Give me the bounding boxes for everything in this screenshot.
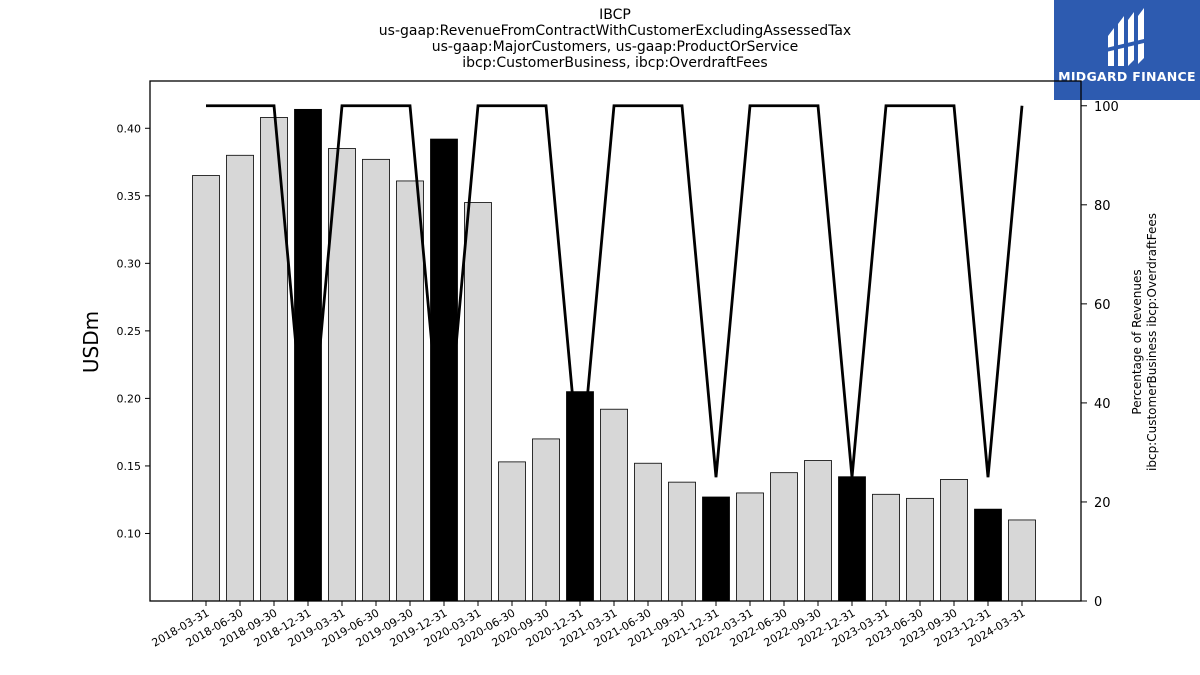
percentage-line <box>206 104 1024 478</box>
y-tick-label: 0.30 <box>117 257 142 270</box>
title-line-2: us-gaap:RevenueFromContractWithCustomerE… <box>378 23 852 39</box>
chart-title: IBCP us-gaap:RevenueFromContractWithCust… <box>200 7 1030 71</box>
title-line-3: us-gaap:MajorCustomers, us-gaap:ProductO… <box>431 39 799 55</box>
y-right-tick-label: 20 <box>1094 496 1111 511</box>
bar-2020-06-30 <box>498 461 526 602</box>
y-right-tick-label: 80 <box>1094 199 1111 214</box>
title-line-1: IBCP <box>599 7 631 23</box>
bar-2018-12-31 <box>294 108 322 602</box>
y-axis-right-label-line-1: Percentage of Revenues <box>1130 269 1144 414</box>
bar-2023-03-31 <box>872 493 900 602</box>
title-line-4: ibcp:CustomerBusiness, ibcp:OverdraftFee… <box>462 55 768 71</box>
bar-2019-03-31 <box>328 148 356 602</box>
brand-logo: MIDGARD FINANCE <box>1054 0 1200 100</box>
logo-mark-icon <box>1106 8 1148 66</box>
bar-2020-12-31 <box>566 391 594 602</box>
bar-2024-03-31 <box>1008 519 1036 602</box>
y-right-tick-label: 60 <box>1094 298 1111 313</box>
bar-2023-06-30 <box>906 497 934 602</box>
bar-2021-03-31 <box>600 408 628 602</box>
y-right-tick-label: 100 <box>1094 100 1119 115</box>
bar-2019-06-30 <box>362 158 390 602</box>
bar-2018-06-30 <box>226 154 254 602</box>
bar-2019-09-30 <box>396 180 424 602</box>
bar-2023-12-31 <box>974 508 1002 602</box>
bar-2021-06-30 <box>634 462 662 602</box>
bar-2018-03-31 <box>192 175 220 602</box>
bar-2020-03-31 <box>464 202 492 602</box>
bar-2022-09-30 <box>804 460 832 602</box>
y-tick-label: 0.15 <box>117 460 142 473</box>
brand-name: MIDGARD FINANCE <box>1058 69 1196 84</box>
y-tick-label: 0.20 <box>117 392 142 405</box>
bar-2023-09-30 <box>940 479 968 602</box>
bar-2022-03-31 <box>736 492 764 602</box>
bar-2022-12-31 <box>838 476 866 602</box>
bar-2020-09-30 <box>532 438 560 602</box>
bar-2021-12-31 <box>702 496 730 602</box>
plot-frame <box>149 80 1082 602</box>
y-tick-label: 0.10 <box>117 527 142 540</box>
y-tick-label: 0.35 <box>117 190 142 203</box>
y-tick-label: 0.40 <box>117 122 142 135</box>
bar-2018-09-30 <box>260 117 288 602</box>
y-right-tick-label: 0 <box>1094 595 1102 610</box>
y-tick-label: 0.25 <box>117 325 142 338</box>
y-right-tick-label: 40 <box>1094 397 1111 412</box>
y-axis-label: USDm <box>79 311 103 373</box>
bar-2022-06-30 <box>770 472 798 602</box>
bar-2021-09-30 <box>668 481 696 602</box>
y-axis-right-label-line-2: ibcp:CustomerBusiness ibcp:OverdraftFees <box>1145 213 1159 471</box>
